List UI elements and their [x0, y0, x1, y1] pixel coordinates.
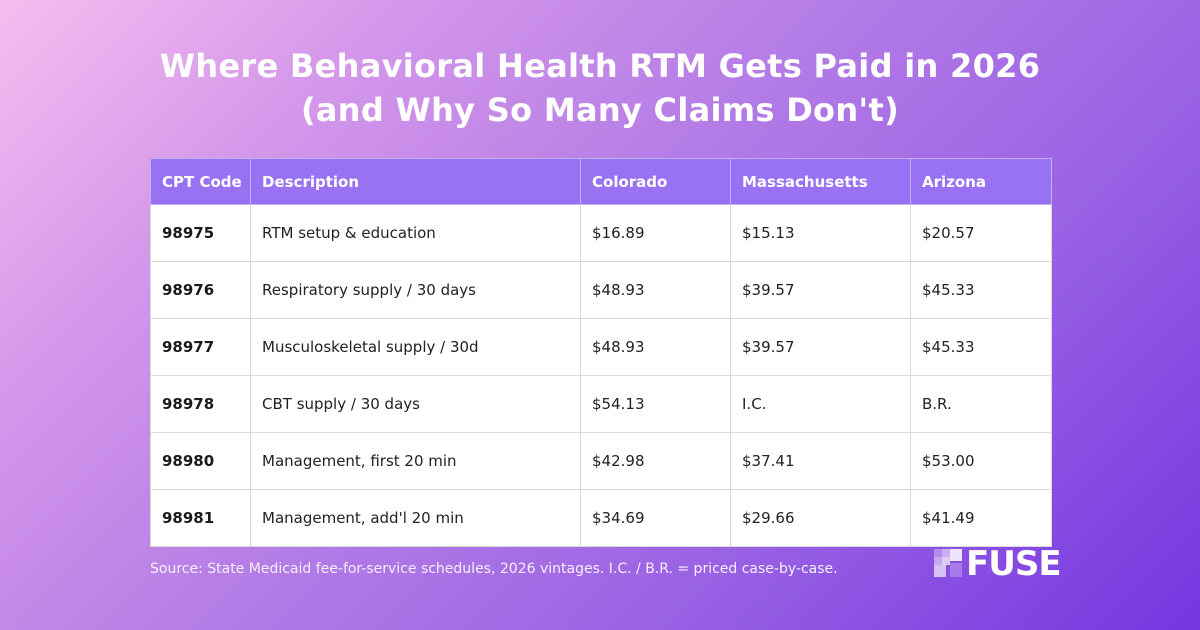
- description-cell: RTM setup & education: [250, 204, 581, 262]
- massachusetts-rate-cell: $15.13: [730, 204, 911, 262]
- colorado-rate-cell: $48.93: [580, 318, 731, 376]
- cpt-code-cell: 98975: [150, 204, 251, 262]
- pixel-square-logo-icon: [934, 549, 964, 579]
- table-row: 98980 Management, first 20 min $42.98 $3…: [150, 432, 1052, 490]
- colorado-rate-cell: $16.89: [580, 204, 731, 262]
- table-row: 98978 CBT supply / 30 days $54.13 I.C. B…: [150, 375, 1052, 433]
- description-cell: Musculoskeletal supply / 30d: [250, 318, 581, 376]
- arizona-rate-cell: $53.00: [910, 432, 1052, 490]
- column-header-colorado: Colorado: [580, 158, 731, 205]
- massachusetts-rate-cell: I.C.: [730, 375, 911, 433]
- table-header-row: CPT Code Description Colorado Massachuse…: [150, 158, 1052, 205]
- logo-wordmark: FUSE: [966, 544, 1062, 584]
- cpt-code-cell: 98981: [150, 489, 251, 547]
- table-row: 98981 Management, add'l 20 min $34.69 $2…: [150, 489, 1052, 547]
- description-cell: CBT supply / 30 days: [250, 375, 581, 433]
- column-header-massachusetts: Massachusetts: [730, 158, 911, 205]
- massachusetts-rate-cell: $39.57: [730, 261, 911, 319]
- massachusetts-rate-cell: $37.41: [730, 432, 911, 490]
- arizona-rate-cell: B.R.: [910, 375, 1052, 433]
- arizona-rate-cell: $45.33: [910, 261, 1052, 319]
- colorado-rate-cell: $54.13: [580, 375, 731, 433]
- source-note: Source: State Medicaid fee-for-service s…: [150, 561, 838, 577]
- colorado-rate-cell: $48.93: [580, 261, 731, 319]
- colorado-rate-cell: $34.69: [580, 489, 731, 547]
- massachusetts-rate-cell: $39.57: [730, 318, 911, 376]
- massachusetts-rate-cell: $29.66: [730, 489, 911, 547]
- title-line-2: (and Why So Many Claims Don't): [300, 91, 900, 129]
- page-title: Where Behavioral Health RTM Gets Paid in…: [0, 44, 1200, 132]
- description-cell: Management, add'l 20 min: [250, 489, 581, 547]
- cpt-code-cell: 98977: [150, 318, 251, 376]
- cpt-code-cell: 98978: [150, 375, 251, 433]
- table-row: 98977 Musculoskeletal supply / 30d $48.9…: [150, 318, 1052, 376]
- arizona-rate-cell: $45.33: [910, 318, 1052, 376]
- column-header-cpt-code: CPT Code: [150, 158, 251, 205]
- description-cell: Management, first 20 min: [250, 432, 581, 490]
- column-header-description: Description: [250, 158, 581, 205]
- table-row: 98975 RTM setup & education $16.89 $15.1…: [150, 204, 1052, 262]
- cpt-code-cell: 98980: [150, 432, 251, 490]
- arizona-rate-cell: $20.57: [910, 204, 1052, 262]
- colorado-rate-cell: $42.98: [580, 432, 731, 490]
- cpt-code-cell: 98976: [150, 261, 251, 319]
- arizona-rate-cell: $41.49: [910, 489, 1052, 547]
- fuse-logo: FUSE: [934, 544, 1062, 584]
- table-row: 98976 Respiratory supply / 30 days $48.9…: [150, 261, 1052, 319]
- title-line-1: Where Behavioral Health RTM Gets Paid in…: [159, 47, 1041, 85]
- description-cell: Respiratory supply / 30 days: [250, 261, 581, 319]
- column-header-arizona: Arizona: [910, 158, 1052, 205]
- rates-table: CPT Code Description Colorado Massachuse…: [150, 158, 1052, 547]
